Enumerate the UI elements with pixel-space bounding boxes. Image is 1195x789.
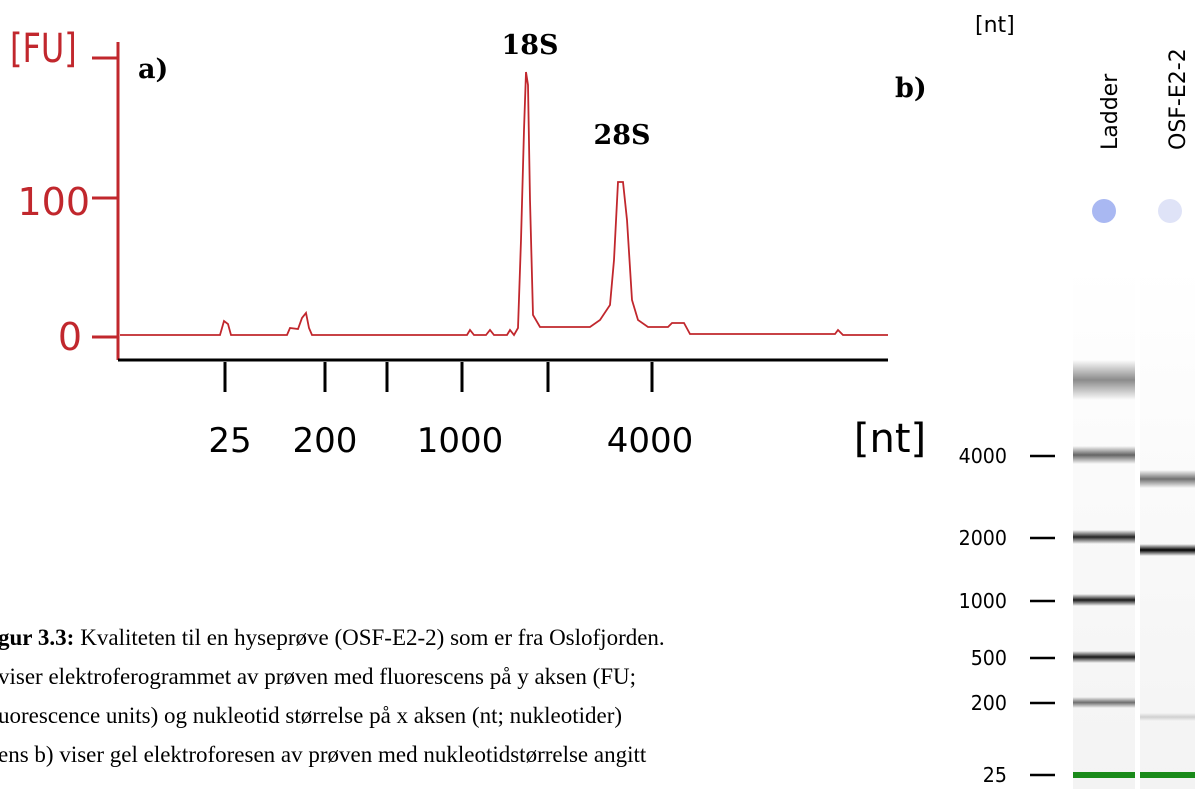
caption-line: gur 3.3:Kvaliteten til en hyseprøve (OSF… [0, 625, 665, 650]
x-tick-label: 25 [208, 421, 251, 461]
size-label: 25 [983, 764, 1007, 788]
caption: gur 3.3:Kvaliteten til en hyseprøve (OSF… [0, 625, 665, 767]
x-axis [118, 360, 888, 392]
unit-label: [nt] [975, 13, 1015, 38]
caption-lead: gur 3.3: [0, 625, 74, 650]
caption-line: viser elektroferogrammet av prøven med f… [0, 664, 636, 689]
lane-label: OSF-E2-2 [1166, 48, 1191, 150]
x-axis-label: [nt] [854, 416, 926, 462]
caption-line: ens b) viser gel elektroforesen av prøve… [0, 742, 647, 767]
lane [1140, 265, 1195, 789]
trace [120, 72, 888, 335]
lane [1073, 265, 1135, 789]
caption-text: Kvaliteten til en hyseprøve (OSF-E2-2) s… [80, 625, 664, 650]
gel-image: b) [nt] Ladder OSF-E2-2 4000 2000 1000 5… [895, 13, 1195, 789]
y-tick-label: 0 [58, 315, 82, 359]
panel-label: a) [138, 54, 168, 85]
well [1092, 199, 1116, 223]
size-label: 500 [971, 647, 1007, 671]
y-axis-label: [FU] [10, 24, 77, 71]
peak-label: 18S [501, 30, 558, 61]
x-tick-label: 4000 [607, 421, 694, 461]
size-ticks [1030, 456, 1055, 775]
size-label: 2000 [959, 527, 1007, 551]
size-label: 1000 [959, 590, 1007, 614]
caption-line: uorescence units) og nukleotid størrelse… [0, 703, 622, 728]
x-tick-label: 1000 [417, 421, 504, 461]
y-tick-label: 100 [17, 180, 90, 224]
figure: [FU] 100 0 25 200 1000 4000 [nt] a) 18S [0, 0, 1195, 789]
peak-label: 28S [593, 120, 650, 151]
y-axis [92, 42, 118, 360]
panel-label: b) [895, 73, 927, 104]
size-label: 4000 [959, 445, 1007, 469]
size-label: 200 [971, 692, 1007, 716]
electropherogram: [FU] 100 0 25 200 1000 4000 [nt] a) 18S [10, 24, 926, 462]
x-tick-label: 200 [293, 421, 358, 461]
well [1158, 199, 1182, 223]
lane-label: Ladder [1098, 73, 1123, 150]
